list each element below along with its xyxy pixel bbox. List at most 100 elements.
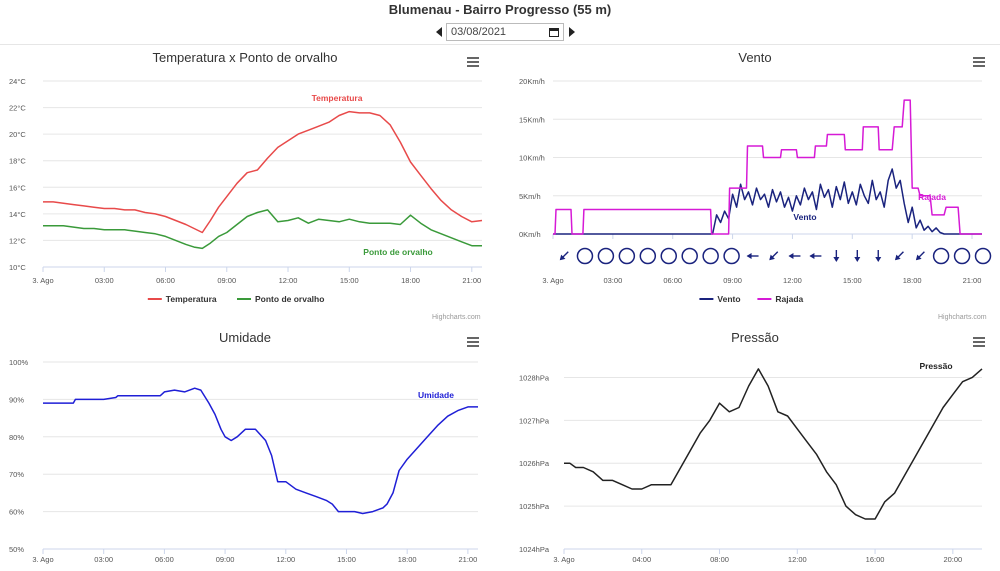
wind-direction-icon	[769, 251, 779, 261]
page-title: Blumenau - Bairro Progresso (55 m)	[388, 2, 612, 17]
y-tick-label: 0Km/h	[519, 230, 541, 239]
series-data-label: Vento	[793, 212, 816, 222]
date-input[interactable]: 03/08/2021	[446, 23, 564, 41]
wind-chart: Vento 0Km/h 5Km/h 10Km/h 15Km/h 20Km/h 3. Ago 0…	[510, 45, 1000, 325]
x-tick-label: 12:00	[788, 555, 807, 564]
x-tick-label: 3. Ago	[542, 276, 563, 285]
legend-item[interactable]: Rajada	[757, 294, 804, 304]
y-tick-label: 1026hPa	[519, 459, 550, 468]
date-navigator: 03/08/2021	[436, 22, 575, 42]
wind-calm-icon	[681, 247, 698, 265]
wind-direction-icon	[894, 251, 904, 261]
x-tick-label: 08:00	[710, 555, 729, 564]
pressure-chart: Pressão 1024hPa 1025hPa 1026hPa 1027hPa 1028h…	[510, 325, 1000, 571]
x-tick-label: 03:00	[94, 555, 113, 564]
y-tick-label: 24°C	[9, 77, 26, 86]
header-divider	[0, 44, 1000, 45]
wind-direction-icon	[809, 253, 822, 259]
humidity-chart: Umidade 50% 60% 70% 80% 90% 100% 3. Ago 03:00 06:…	[0, 325, 490, 571]
y-tick-label: 12°C	[9, 236, 26, 245]
wind-calm-icon	[639, 247, 657, 265]
temperature-chart: Temperatura x Ponto de orvalho 10°C 12°C 14…	[0, 45, 490, 325]
wind-calm-icon	[660, 247, 677, 265]
chart-title: Pressão	[731, 330, 779, 345]
legend-label: Vento	[717, 294, 740, 304]
series-line-umidade[interactable]	[43, 387, 478, 515]
legend-label: Ponto de orvalho	[255, 294, 324, 304]
legend-label: Temperatura	[166, 294, 217, 304]
y-tick-label: 5Km/h	[519, 192, 541, 201]
x-tick-label: 18:00	[398, 555, 417, 564]
wind-direction-icon	[788, 253, 801, 259]
x-tick-label: 18:00	[401, 276, 420, 285]
x-tick-label: 09:00	[723, 276, 742, 285]
y-tick-label: 22°C	[9, 104, 26, 113]
wind-calm-icon	[576, 247, 594, 265]
next-day-icon[interactable]	[569, 27, 575, 37]
x-tick-label: 18:00	[903, 276, 922, 285]
legend-item[interactable]: Temperatura	[147, 294, 217, 304]
y-tick-label: 1028hPa	[519, 373, 550, 382]
series-data-label: Umidade	[418, 390, 454, 400]
wind-direction-icon	[915, 251, 925, 261]
x-tick-label: 15:00	[337, 555, 356, 564]
y-tick-label: 50%	[9, 545, 24, 554]
x-tick-label: 06:00	[663, 276, 682, 285]
y-tick-label: 15Km/h	[519, 115, 545, 124]
y-tick-label: 1024hPa	[519, 545, 550, 554]
credits-wind: Highcharts.com	[938, 314, 987, 321]
x-tick-label: 3. Ago	[32, 555, 53, 564]
y-tick-label: 20°C	[9, 130, 26, 139]
chart-menu-icon[interactable]	[467, 57, 479, 67]
series-line-temperatura[interactable]	[43, 110, 483, 234]
wind-direction-icon	[746, 253, 759, 259]
y-tick-label: 70%	[9, 470, 24, 479]
series-line-vento[interactable]	[553, 168, 982, 235]
y-tick-label: 1027hPa	[519, 416, 550, 425]
x-tick-label: 12:00	[783, 276, 802, 285]
y-tick-label: 60%	[9, 508, 24, 517]
x-tick-label: 15:00	[843, 276, 862, 285]
wind-calm-icon	[597, 247, 615, 265]
x-tick-label: 3. Ago	[553, 555, 574, 564]
legend-item[interactable]: Vento	[699, 294, 741, 304]
x-tick-label: 16:00	[866, 555, 885, 564]
wind-direction-icon	[559, 251, 569, 261]
y-tick-label: 10Km/h	[519, 154, 545, 163]
series-line-ponto-de-orvalho[interactable]	[43, 209, 482, 250]
series-data-label: Rajada	[918, 192, 946, 202]
wind-direction-icon	[875, 250, 882, 262]
x-tick-label: 03:00	[603, 276, 622, 285]
wind-calm-icon	[702, 247, 719, 265]
wind-calm-icon	[974, 247, 992, 265]
x-tick-label: 06:00	[156, 276, 175, 285]
chart-menu-icon[interactable]	[973, 57, 985, 67]
series-data-label: Pressão	[919, 361, 952, 371]
x-tick-label: 21:00	[458, 555, 477, 564]
y-tick-label: 14°C	[9, 210, 26, 219]
series-data-label: Ponto de orvalho	[363, 247, 432, 257]
previous-day-icon[interactable]	[436, 27, 442, 37]
wind-calm-icon	[932, 247, 950, 265]
x-tick-label: 21:00	[963, 276, 982, 285]
legend-label: Rajada	[775, 294, 803, 304]
series-line-rajada[interactable]	[553, 99, 982, 235]
y-tick-label: 1025hPa	[519, 502, 550, 511]
calendar-icon[interactable]	[549, 27, 559, 37]
date-value: 03/08/2021	[451, 26, 507, 38]
wind-calm-icon	[618, 247, 636, 265]
x-tick-label: 04:00	[632, 555, 651, 564]
series-data-label: Temperatura	[312, 93, 363, 103]
wind-direction-icon	[833, 250, 840, 262]
x-tick-label: 21:00	[462, 276, 481, 285]
chart-menu-icon[interactable]	[467, 337, 479, 347]
x-tick-label: 09:00	[217, 276, 236, 285]
series-line-pressão[interactable]	[564, 368, 983, 520]
wind-calm-icon	[723, 247, 740, 265]
x-tick-label: 03:00	[95, 276, 114, 285]
y-tick-label: 16°C	[9, 183, 26, 192]
legend-item[interactable]: Ponto de orvalho	[237, 294, 324, 304]
wind-direction-icon	[854, 250, 861, 262]
chart-menu-icon[interactable]	[973, 337, 985, 347]
y-tick-label: 90%	[9, 395, 24, 404]
